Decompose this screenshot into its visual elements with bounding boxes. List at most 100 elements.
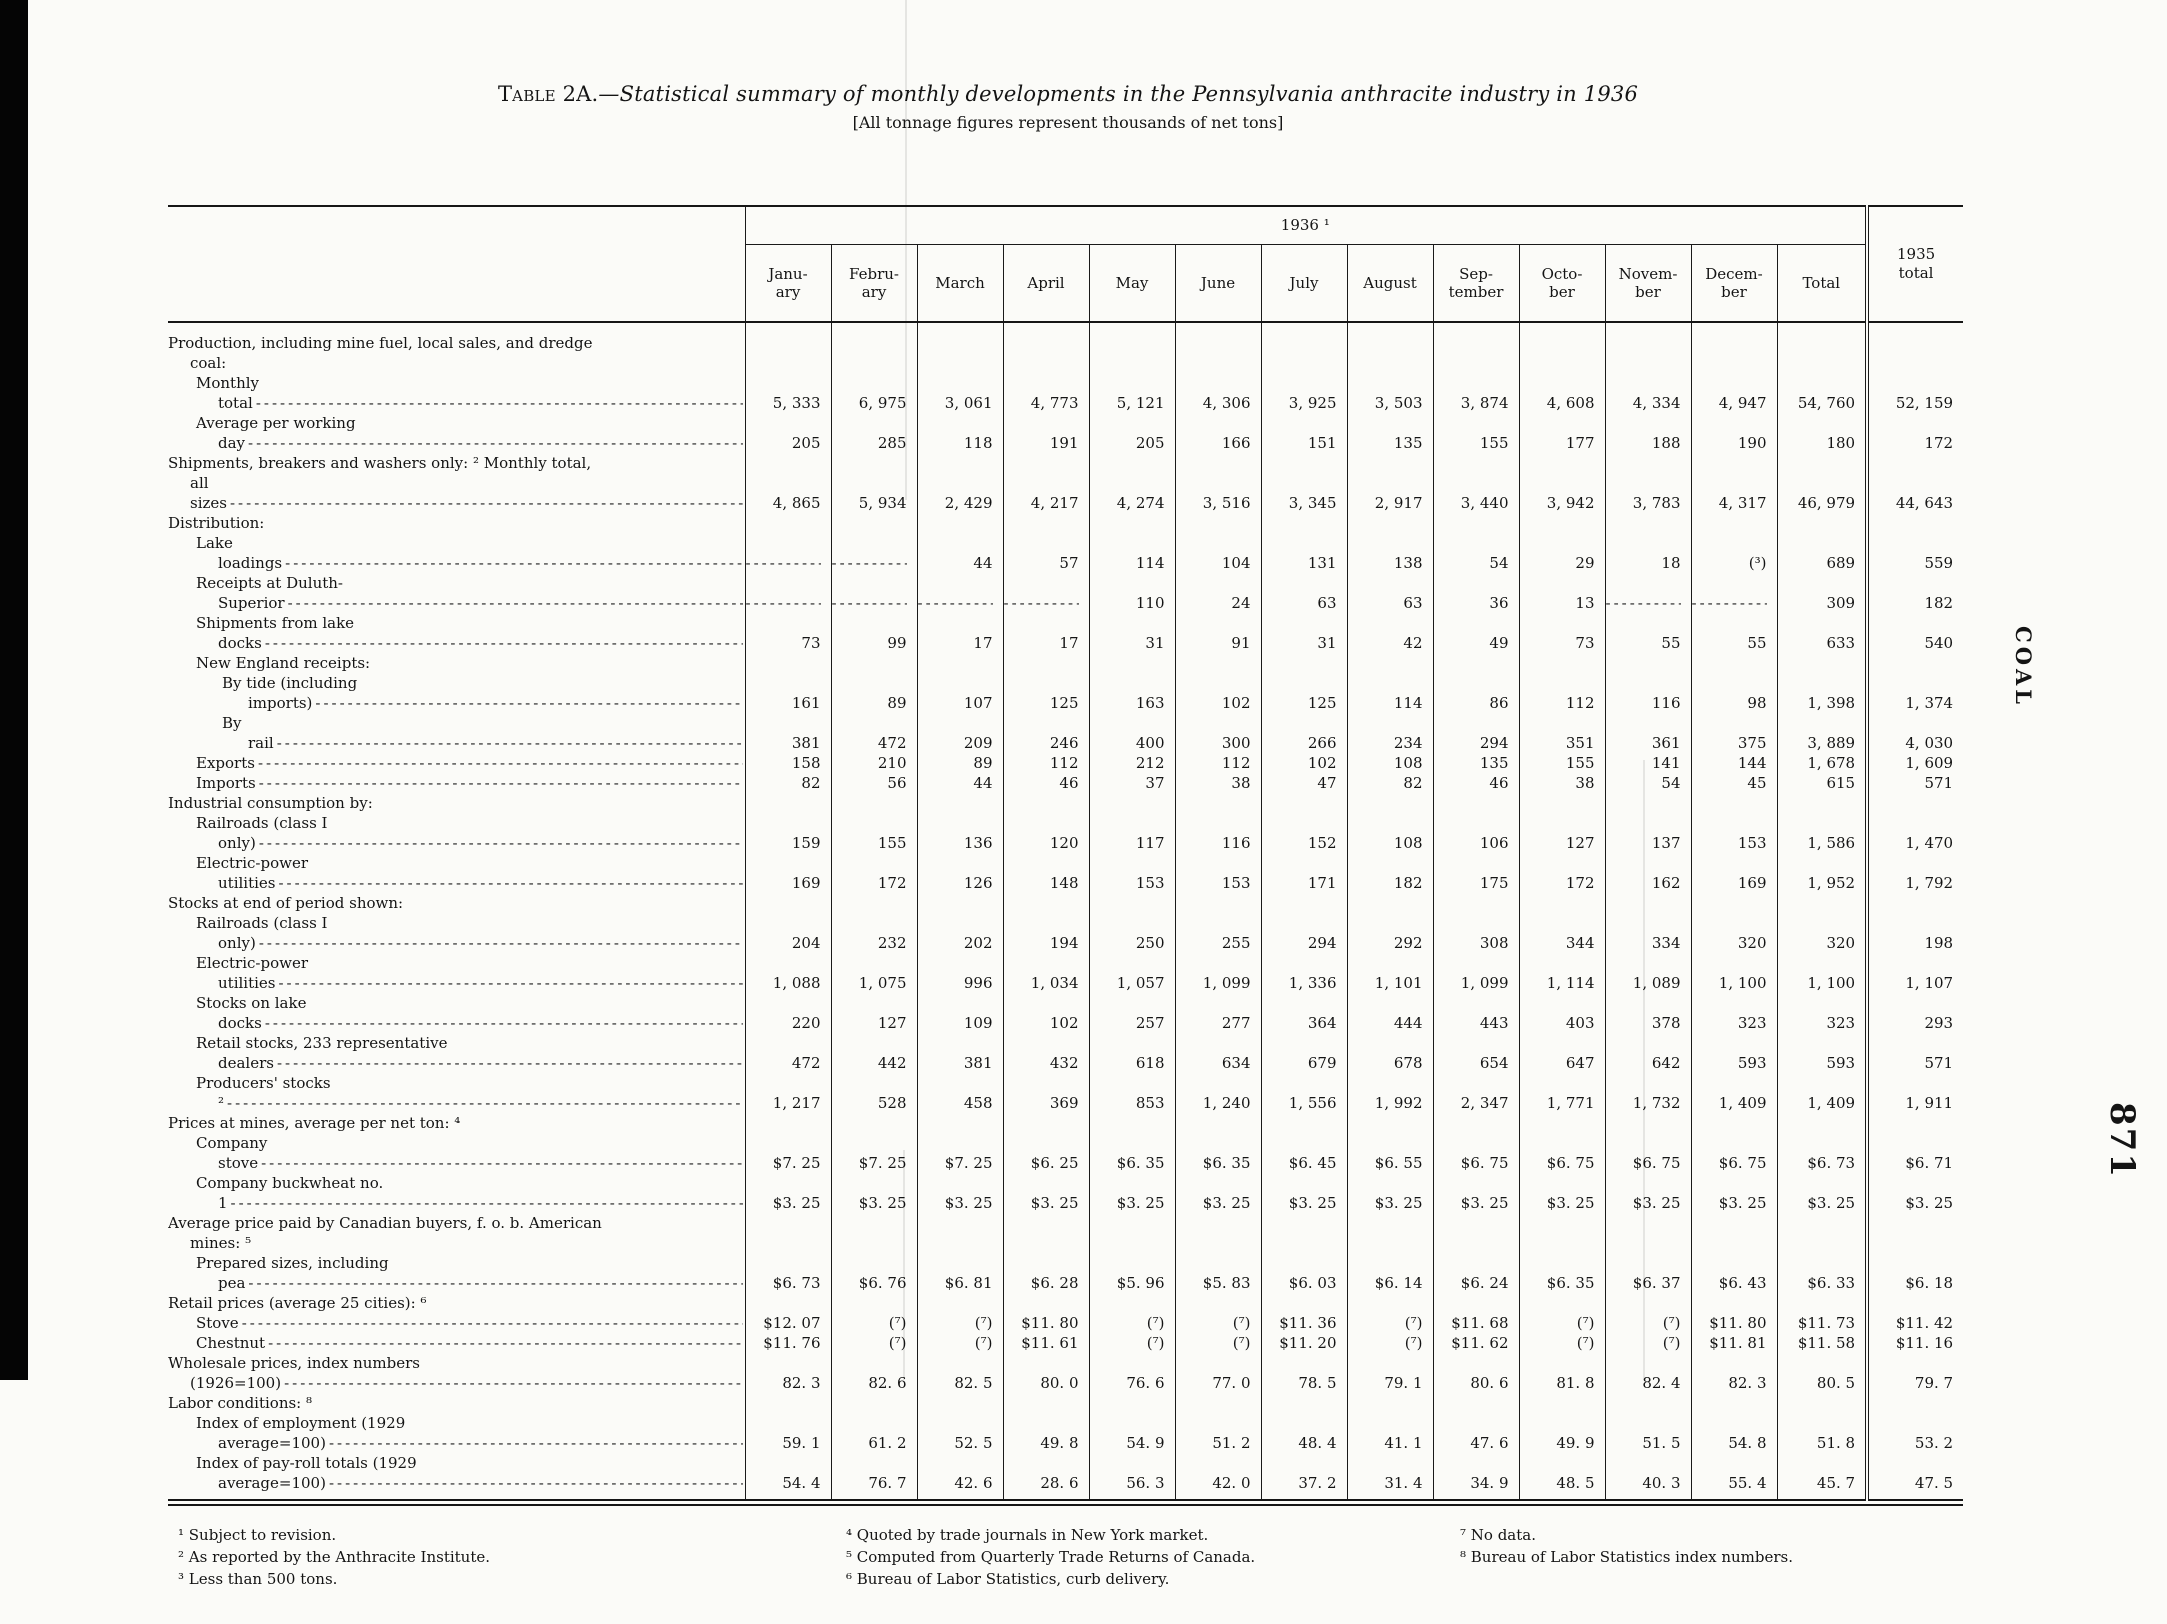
row-label-cell: Chestnut ‑‑‑‑‑‑‑‑‑‑‑‑‑‑‑‑‑‑‑‑‑‑‑‑‑‑‑‑‑‑‑‑…: [168, 1333, 745, 1353]
value-cell: 205: [1088, 413, 1175, 453]
value-cell: $11. 80: [1690, 1313, 1777, 1333]
value-cell: [1088, 322, 1175, 373]
value-cell: [1346, 322, 1433, 373]
value-cell: 153: [1690, 813, 1777, 853]
value-cell: 996: [916, 953, 1003, 993]
value-cell: 120: [1002, 813, 1089, 853]
prev-year-cell: 182: [1865, 573, 1964, 613]
data-row: Shipments from lake docks ‑‑‑‑‑‑‑‑‑‑‑‑‑‑‑…: [168, 613, 1964, 653]
row-label: Railroads (class I only) ‑‑‑‑‑‑‑‑‑‑‑‑‑‑‑‑…: [168, 813, 743, 853]
value-cell: 28. 6: [1002, 1453, 1089, 1500]
value-cell: $3. 25: [1088, 1173, 1175, 1213]
value-cell: [744, 513, 831, 533]
title-block: Table 2A.—Statistical summary of monthly…: [168, 82, 1968, 132]
value-cell: 169: [1690, 853, 1777, 893]
value-cell: 116: [1604, 673, 1691, 713]
value-cell: $5. 83: [1174, 1253, 1261, 1293]
value-cell: 166: [1174, 413, 1261, 453]
value-cell: 679: [1260, 1033, 1347, 1073]
value-cell: 17: [916, 613, 1003, 653]
value-cell: 381: [916, 1033, 1003, 1073]
value-cell: 1, 240: [1174, 1073, 1261, 1113]
column-header-5: May: [1088, 244, 1175, 323]
prev-year-cell: [1865, 653, 1964, 673]
value-cell: 41. 1: [1346, 1413, 1433, 1453]
row-label: Prices at mines, average per net ton: ⁴: [168, 1114, 461, 1132]
value-cell: 378: [1604, 993, 1691, 1033]
value-cell: [1088, 1113, 1175, 1133]
no-data-dashes: ‑‑‑‑‑‑‑‑‑‑‑‑‑‑‑‑‑‑‑‑‑‑‑‑‑‑‑‑‑‑: [831, 554, 907, 572]
value-cell: [1432, 1393, 1519, 1413]
value-cell: 40. 3: [1604, 1453, 1691, 1500]
value-cell: [1002, 322, 1089, 373]
row-label: Stocks at end of period shown:: [168, 894, 404, 912]
row-label: Average per working day ‑‑‑‑‑‑‑‑‑‑‑‑‑‑‑‑‑…: [168, 413, 743, 453]
value-cell: [1088, 793, 1175, 813]
value-cell: 171: [1260, 853, 1347, 893]
value-cell: 204: [744, 913, 831, 953]
value-cell: [1604, 893, 1691, 913]
value-cell: 1, 556: [1260, 1073, 1347, 1113]
value-cell: 188: [1604, 413, 1691, 453]
value-cell: 155: [1518, 753, 1605, 773]
value-cell: [1174, 1393, 1261, 1413]
prev-year-cell: 293: [1865, 993, 1964, 1033]
value-cell: 82. 3: [1690, 1353, 1777, 1393]
value-cell: 1, 217: [744, 1073, 831, 1113]
value-cell: 615: [1776, 773, 1868, 793]
value-cell: [1690, 893, 1777, 913]
row-label-cell: By rail ‑‑‑‑‑‑‑‑‑‑‑‑‑‑‑‑‑‑‑‑‑‑‑‑‑‑‑‑‑‑‑‑‑…: [168, 713, 745, 753]
value-cell: 127: [1518, 813, 1605, 853]
leader-dashes: ‑‑‑‑‑‑‑‑‑‑‑‑‑‑‑‑‑‑‑‑‑‑‑‑‑‑‑‑‑‑‑‑‑‑‑‑‑‑‑‑…: [264, 634, 743, 652]
year-header-row: 1936 ¹ 1935 total: [168, 206, 1964, 323]
value-cell: 1, 771: [1518, 1073, 1605, 1113]
value-cell: 82. 3: [744, 1353, 831, 1393]
value-cell: 364: [1260, 993, 1347, 1033]
section-row: Average price paid by Canadian buyers, f…: [168, 1213, 1964, 1253]
value-cell: $3. 25: [1432, 1173, 1519, 1213]
value-cell: 212: [1088, 753, 1175, 773]
table-title: Table 2A.—Statistical summary of monthly…: [168, 82, 1968, 106]
value-cell: 1, 409: [1690, 1073, 1777, 1113]
value-cell: 76. 6: [1088, 1353, 1175, 1393]
value-cell: [1174, 893, 1261, 913]
footnote: ¹ Subject to revision.: [178, 1526, 337, 1544]
value-cell: 138: [1346, 533, 1433, 573]
row-label-cell: Retail stocks, 233 representative dealer…: [168, 1033, 745, 1073]
value-cell: [830, 793, 917, 813]
value-cell: 136: [916, 813, 1003, 853]
value-cell: [1776, 1293, 1868, 1313]
row-label: By tide (including imports) ‑‑‑‑‑‑‑‑‑‑‑‑‑…: [168, 673, 743, 713]
value-cell: 334: [1604, 913, 1691, 953]
prev-year-cell: [1865, 893, 1964, 913]
value-cell: 1, 678: [1776, 753, 1868, 773]
value-cell: [1088, 1293, 1175, 1313]
value-cell: (⁷): [830, 1313, 917, 1333]
value-cell: 169: [744, 853, 831, 893]
value-cell: $6. 25: [1002, 1133, 1089, 1173]
row-label-cell: Receipts at Duluth-Superior ‑‑‑‑‑‑‑‑‑‑‑‑‑…: [168, 573, 745, 613]
row-label: Electric-power utilities ‑‑‑‑‑‑‑‑‑‑‑‑‑‑‑‑…: [168, 953, 743, 993]
value-cell: 38: [1518, 773, 1605, 793]
data-row: Index of pay-roll totals (1929 average=1…: [168, 1453, 1964, 1500]
value-cell: $3. 25: [1776, 1173, 1868, 1213]
value-cell: 89: [916, 753, 1003, 773]
row-label: Imports ‑‑‑‑‑‑‑‑‑‑‑‑‑‑‑‑‑‑‑‑‑‑‑‑‑‑‑‑‑‑‑‑‑…: [168, 773, 743, 793]
value-cell: $7. 25: [830, 1133, 917, 1173]
value-cell: 151: [1260, 413, 1347, 453]
value-cell: 135: [1346, 413, 1433, 453]
value-cell: [1088, 893, 1175, 913]
row-label: Electric-power utilities ‑‑‑‑‑‑‑‑‑‑‑‑‑‑‑‑…: [168, 853, 743, 893]
value-cell: 109: [916, 993, 1003, 1033]
value-cell: 172: [1518, 853, 1605, 893]
value-cell: [1346, 1293, 1433, 1313]
footnote: ² As reported by the Anthracite Institut…: [178, 1548, 491, 1566]
value-cell: 118: [916, 413, 1003, 453]
leader-dashes: ‑‑‑‑‑‑‑‑‑‑‑‑‑‑‑‑‑‑‑‑‑‑‑‑‑‑‑‑‑‑‑‑‑‑‑‑‑‑‑‑…: [258, 774, 743, 792]
data-row: Receipts at Duluth-Superior ‑‑‑‑‑‑‑‑‑‑‑‑‑…: [168, 573, 1964, 613]
value-cell: $3. 25: [916, 1173, 1003, 1213]
value-cell: 177: [1518, 413, 1605, 453]
page-number: 871: [2102, 1102, 2142, 1179]
value-cell: 155: [1432, 413, 1519, 453]
value-cell: 48. 4: [1260, 1413, 1347, 1453]
